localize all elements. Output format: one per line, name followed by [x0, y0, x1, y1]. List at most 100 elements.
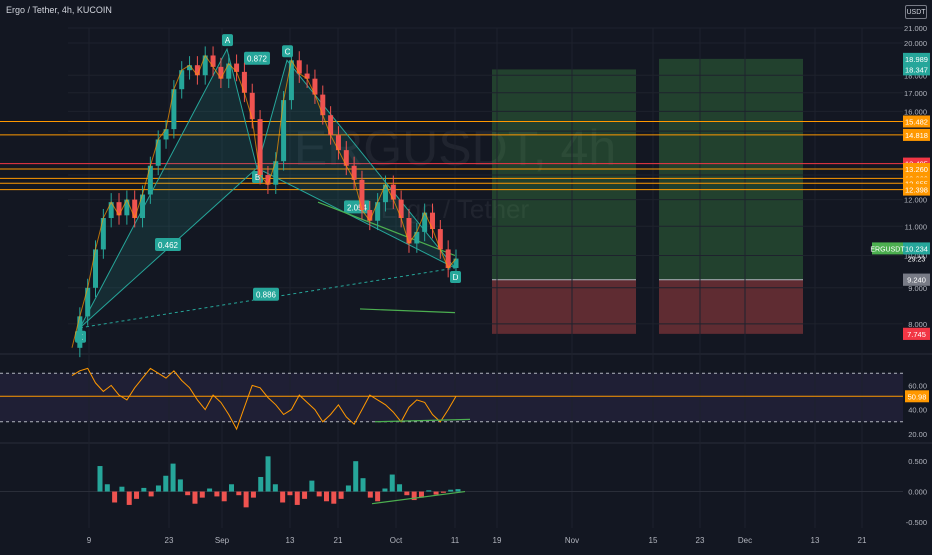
- x-tick-label: 13: [286, 536, 295, 545]
- price-label: 18.989: [905, 55, 928, 64]
- y-tick-label: 18.000: [904, 71, 927, 80]
- candle-body: [312, 78, 318, 95]
- candle-body: [328, 115, 334, 136]
- position-boxes[interactable]: [492, 58, 803, 334]
- candle-body: [241, 71, 247, 93]
- candle-body: [351, 165, 357, 180]
- chart-title: Ergo / Tether, 4h, KUCOIN: [6, 5, 112, 15]
- y-tick-label: 9.000: [908, 284, 927, 293]
- osc-bar: [112, 491, 118, 503]
- y-tick-label: 11.000: [905, 222, 927, 231]
- pane-backgrounds: [0, 353, 932, 444]
- candle-body: [140, 194, 146, 219]
- candle-body: [429, 212, 435, 230]
- y-tick-label: 10.000: [904, 252, 927, 261]
- grid: [68, 27, 903, 528]
- candle-body: [194, 65, 200, 76]
- price-label: 7.745: [907, 330, 926, 339]
- candle-body: [163, 129, 169, 140]
- candle-body: [171, 89, 177, 130]
- ratio-label: 2.054: [347, 203, 368, 212]
- x-tick-label: Sep: [215, 536, 230, 545]
- osc-bar: [126, 491, 132, 505]
- osc-tick-label: -0.500: [906, 518, 927, 527]
- ratio-badge: [244, 51, 270, 65]
- osc-bar: [418, 491, 424, 498]
- harmonic-point-C: C: [282, 45, 293, 58]
- osc-bar: [411, 491, 417, 501]
- osc-bar: [272, 484, 278, 492]
- oscillator-pane: [0, 456, 903, 508]
- y-tick-label: 12.000: [904, 196, 927, 205]
- harmonic-point-label: D: [453, 273, 459, 282]
- harmonic-point-badge: [282, 45, 293, 58]
- osc-bar: [97, 466, 103, 492]
- osc-bar: [375, 491, 381, 502]
- x-tick-label: 23: [165, 536, 174, 545]
- time-axis[interactable]: 9 23 Sep 13 21 Oct 11 19 Nov 15 23 Dec 13 21: [87, 536, 867, 545]
- x-tick-label: 13: [811, 536, 820, 545]
- price-label-badge: [903, 183, 930, 196]
- osc-bar: [141, 487, 147, 492]
- osc-bar: [207, 488, 213, 492]
- price-label-badge: [903, 52, 930, 65]
- osc-bar: [448, 489, 454, 492]
- symbol-badge-label: ERGUSDT: [870, 246, 905, 253]
- candle-body: [218, 66, 224, 79]
- candle-body: [296, 60, 302, 74]
- rsi-divergence-line: [374, 418, 471, 423]
- osc-bar: [440, 491, 446, 493]
- candle-body: [437, 229, 443, 250]
- rsi-tick-label: 60.00: [908, 381, 927, 390]
- osc-bar: [214, 491, 220, 497]
- rsi-current-badge: [905, 390, 929, 403]
- osc-bar: [433, 491, 439, 495]
- osc-bar: [382, 488, 388, 492]
- price-axis[interactable]: 21.00020.00018.00017.00016.00015.00013.0…: [870, 24, 930, 527]
- price-label: 13.260: [905, 165, 928, 174]
- candle-body: [398, 199, 404, 219]
- osc-bar: [338, 491, 344, 499]
- price-label: 18.347: [905, 65, 928, 74]
- y-tick-label: 21.000: [904, 24, 927, 33]
- currency-badge[interactable]: USDT: [905, 5, 927, 19]
- osc-bar: [163, 475, 169, 492]
- osc-bar: [455, 489, 461, 492]
- candle-body: [343, 150, 349, 166]
- candle-body: [273, 161, 279, 185]
- price-label-badge: [903, 63, 930, 76]
- price-label-badge: [903, 242, 930, 255]
- osc-tick-label: 0.000: [908, 488, 927, 497]
- candle-body: [147, 165, 153, 195]
- x-tick-label: Dec: [738, 536, 752, 545]
- rsi-tick-label: 40.00: [908, 406, 927, 415]
- candle-body: [85, 287, 91, 317]
- ratio-label: 0.462: [158, 241, 179, 250]
- osc-bar: [177, 479, 183, 492]
- ratio-label: 0.872: [247, 55, 268, 64]
- harmonic-point-A: A: [222, 34, 233, 47]
- rsi-band: [0, 373, 903, 422]
- price-label-badge: [903, 128, 930, 141]
- ratio-badge: [253, 287, 279, 301]
- price-label-badge: [903, 273, 930, 286]
- rsi-tick-label: 20.00: [908, 430, 927, 439]
- countdown-label: 29:23: [908, 256, 926, 263]
- osc-bar: [243, 491, 249, 508]
- osc-tick-label: 0.500: [908, 457, 927, 466]
- candle-body: [265, 175, 271, 185]
- osc-bar: [148, 491, 154, 497]
- osc-bar: [302, 491, 308, 499]
- x-tick-label: 15: [649, 536, 658, 545]
- osc-bar: [199, 491, 205, 498]
- price-label-badge: [903, 327, 930, 340]
- osc-bar: [185, 491, 191, 496]
- candle-body: [281, 100, 287, 162]
- ratio-badge: [155, 237, 181, 251]
- candle-body: [132, 199, 138, 219]
- candle-body: [249, 92, 255, 120]
- x-tick-label: Oct: [390, 536, 403, 545]
- osc-bar: [119, 486, 125, 492]
